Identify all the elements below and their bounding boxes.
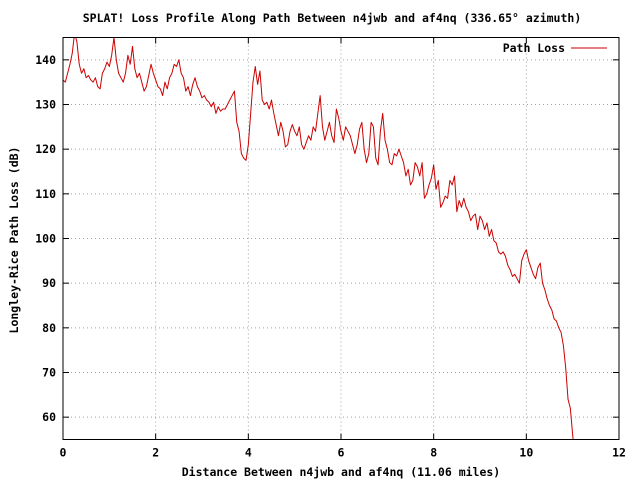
y-axis-label: Longley-Rice Path Loss (dB) (7, 147, 21, 334)
y-tick-label: 110 (35, 187, 56, 201)
x-tick-label: 4 (245, 446, 252, 460)
path-loss-line (63, 37, 574, 440)
y-tick-label: 80 (42, 321, 56, 335)
y-tick-label: 100 (35, 232, 56, 246)
y-tick-label: 70 (42, 366, 56, 380)
chart-title: SPLAT! Loss Profile Along Path Between n… (83, 11, 582, 25)
y-tick-label: 60 (42, 410, 56, 424)
y-tick-labels: 60 70 80 90 100 110 120 130 140 (35, 53, 56, 424)
y-tick-label: 90 (42, 276, 56, 290)
x-tick-label: 2 (152, 446, 159, 460)
x-tick-label: 0 (60, 446, 67, 460)
y-tick-label: 130 (35, 98, 56, 112)
x-tick-label: 8 (430, 446, 437, 460)
x-tick-label: 6 (338, 446, 345, 460)
y-tick-label: 140 (35, 53, 56, 67)
x-tick-label: 12 (612, 446, 626, 460)
plot-frame (62, 37, 620, 440)
y-tick-label: 120 (35, 142, 56, 156)
legend: Path Loss (503, 41, 607, 55)
x-tick-label: 10 (519, 446, 533, 460)
grid (63, 37, 619, 440)
x-axis-label: Distance Between n4jwb and af4nq (11.06 … (182, 465, 501, 479)
legend-label: Path Loss (503, 41, 565, 55)
x-tick-labels: 0 2 4 6 8 10 12 (60, 446, 626, 460)
plot-data (63, 37, 574, 440)
